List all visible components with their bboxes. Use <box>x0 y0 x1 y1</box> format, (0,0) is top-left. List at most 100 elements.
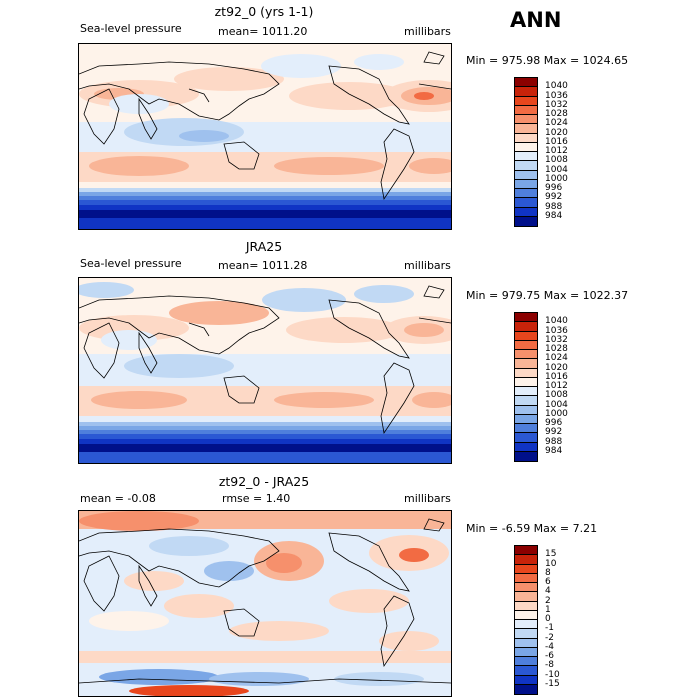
panel-1-colorbar-label: 1008 <box>545 155 568 166</box>
panel-3-colorbar-swatch <box>515 647 537 657</box>
panel-1-colorbar-swatch <box>515 96 537 106</box>
panel-2-colorbar-label: 1036 <box>545 325 568 336</box>
panel-1-colorbar-swatch <box>515 161 537 171</box>
panel-3-colorbar-swatch <box>515 684 537 694</box>
panel-3-colorbar-swatch <box>515 610 537 620</box>
panel-2-colorbar-label: 1020 <box>545 362 568 373</box>
panel-1-variable: Sea-level pressure <box>80 22 182 35</box>
panel-1-colorbar-swatch <box>515 170 537 180</box>
panel-3-colorbar-swatch <box>515 564 537 574</box>
panel-2-colorbar-label: 992 <box>545 427 563 438</box>
panel-3-colorbar-swatch <box>515 583 537 593</box>
panel-2-colorbar-swatch <box>515 433 537 443</box>
panel-2-colorbar-label: 1024 <box>545 353 568 364</box>
panel-2-colorbar-swatch <box>515 387 537 397</box>
panel-3-colorbar <box>514 545 538 695</box>
panel-3-map <box>78 510 452 697</box>
panel-2-minmax: Min = 979.75 Max = 1022.37 <box>466 289 629 302</box>
panel-2-colorbar-label: 1016 <box>545 371 568 382</box>
panel-2-map <box>78 277 452 464</box>
panel-2-colorbar-swatch <box>515 442 537 452</box>
panel-2-colorbar-label: 996 <box>545 418 563 428</box>
panel-3-colorbar-label: 6 <box>545 577 551 587</box>
panel-2-colorbar-swatch <box>515 350 537 360</box>
panel-2-colorbar-swatch <box>515 331 537 341</box>
panel-1-colorbar-swatch <box>515 216 537 226</box>
panel-1-colorbar-swatch <box>515 115 537 125</box>
panel-1-colorbar-label: 1016 <box>545 136 568 147</box>
panel-3-colorbar-swatch <box>515 573 537 583</box>
panel-2-colorbar-swatch <box>515 359 537 369</box>
panel-1-colorbar-swatch <box>515 78 537 88</box>
panel-2-colorbar <box>514 312 538 462</box>
panel-3-title: zt92_0 - JRA25 <box>218 474 310 489</box>
panel-3-colorbar-label: -1 <box>545 623 554 634</box>
panel-1-minmax: Min = 975.98 Max = 1024.65 <box>466 54 629 67</box>
panel-2-colorbar-swatch <box>515 340 537 350</box>
panel-1-colorbar-label: 1012 <box>545 146 568 156</box>
panel-1-colorbar-swatch <box>515 142 537 152</box>
panel-2-colorbar-label: 1028 <box>545 344 568 354</box>
panel-3-colorbar-label: -2 <box>545 632 554 643</box>
panel-2-colorbar-swatch <box>515 424 537 434</box>
panel-1-colorbar-label: 1000 <box>545 173 568 184</box>
panel-3-units: millibars <box>404 492 451 505</box>
panel-3-colorbar-swatch <box>515 675 537 685</box>
panel-1-colorbar-label: 1040 <box>545 81 568 92</box>
panel-2-colorbar-label: 1000 <box>545 408 568 419</box>
panel-2-colorbar-swatch <box>515 313 537 323</box>
panel-1-colorbar-swatch <box>515 207 537 217</box>
panel-1-units: millibars <box>404 25 451 38</box>
panel-1-mean: mean= 1011.20 <box>218 25 308 38</box>
panel-2-colorbar-swatch <box>515 322 537 332</box>
panel-1-colorbar <box>514 77 538 227</box>
panel-1-colorbar-swatch <box>515 87 537 97</box>
panel-1-colorbar-label: 1032 <box>545 99 568 110</box>
panel-2-colorbar-label: 1004 <box>545 399 568 410</box>
panel-3-colorbar-label: 1 <box>545 604 551 615</box>
panel-2-colorbar-label: 1040 <box>545 316 568 327</box>
panel-3-colorbar-label: 15 <box>545 549 557 560</box>
panel-3-colorbar-label: -8 <box>545 660 554 671</box>
panel-3-rmse: rmse = 1.40 <box>222 492 291 505</box>
panel-3-colorbar-label: 2 <box>545 595 551 606</box>
panel-3-colorbar-swatch <box>515 601 537 611</box>
panel-1-colorbar-label: 992 <box>545 192 563 203</box>
panel-1-colorbar-label: 996 <box>545 183 563 193</box>
panel-1-colorbar-label: 1004 <box>545 164 568 175</box>
panel-1-colorbar-label: 1036 <box>545 90 568 101</box>
panel-1-colorbar-swatch <box>515 198 537 208</box>
panel-2-colorbar-label: 1008 <box>545 390 568 401</box>
panel-2-colorbar-swatch <box>515 405 537 415</box>
panel-3-colorbar-label: 4 <box>545 586 551 597</box>
panel-1-colorbar-label: 1028 <box>545 109 568 119</box>
panel-3-colorbar-swatch <box>515 638 537 648</box>
panel-3-colorbar-swatch <box>515 657 537 667</box>
panel-2-variable: Sea-level pressure <box>80 257 182 270</box>
panel-1-colorbar-swatch <box>515 124 537 134</box>
panel-1-colorbar-swatch <box>515 189 537 199</box>
panel-1-colorbar-label: 988 <box>545 201 563 212</box>
panel-2-colorbar-swatch <box>515 396 537 406</box>
panel-2-colorbar-swatch <box>515 368 537 378</box>
panel-2-colorbar-swatch <box>515 414 537 424</box>
panel-2-colorbar-swatch <box>515 377 537 387</box>
panel-3-colorbar-swatch <box>515 592 537 602</box>
panel-3-colorbar-swatch <box>515 629 537 639</box>
panel-3-colorbar-swatch <box>515 546 537 556</box>
panel-3-colorbar-label: -15 <box>545 678 560 689</box>
panel-1-colorbar-swatch <box>515 179 537 189</box>
panel-2-colorbar-label: 988 <box>545 436 563 447</box>
panel-2-units: millibars <box>404 259 451 272</box>
season-label: ANN <box>510 8 562 32</box>
panel-3-colorbar-swatch <box>515 555 537 565</box>
panel-2-colorbar-label: 1032 <box>545 334 568 345</box>
panel-2-colorbar-label: 984 <box>545 445 563 456</box>
panel-1-map <box>78 43 452 230</box>
panel-3-minmax: Min = -6.59 Max = 7.21 <box>466 522 598 535</box>
panel-3-colorbar-swatch <box>515 620 537 630</box>
panel-2-colorbar-swatch <box>515 451 537 461</box>
panel-1-colorbar-swatch <box>515 105 537 115</box>
panel-3-mean: mean = -0.08 <box>80 492 156 505</box>
panel-3-colorbar-label: -10 <box>545 669 560 680</box>
